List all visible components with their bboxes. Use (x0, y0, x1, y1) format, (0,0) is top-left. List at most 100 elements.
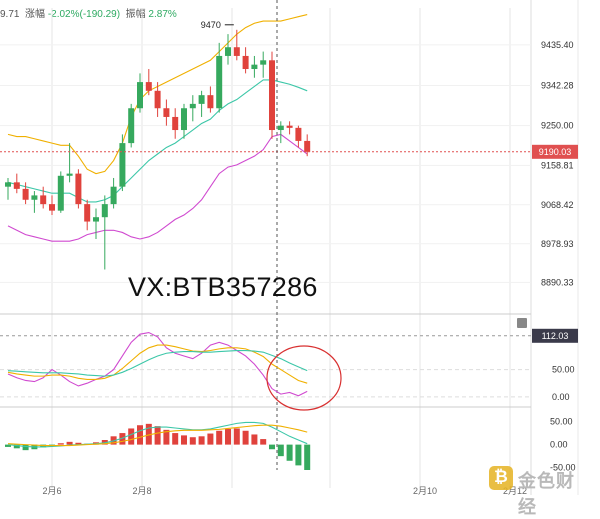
macd-histogram-bar (304, 444, 311, 470)
candle-body (66, 173, 73, 176)
candle-body (57, 175, 64, 211)
price-fragment: 9.71 (0, 9, 20, 20)
amplitude-value: 2.87% (148, 9, 177, 20)
candle-body (181, 108, 187, 131)
macd-histogram-bar (233, 428, 240, 445)
macd-histogram-bar (75, 442, 82, 445)
panel-collapse-button (517, 318, 527, 328)
macd-signal-line (7, 421, 308, 448)
oscillator-value-tag-label: 112.03 (542, 331, 569, 341)
high-price-annotation: 9470 (201, 20, 221, 30)
macd-tick-label: 0.00 (550, 440, 568, 450)
macd-histogram-bar (5, 444, 11, 447)
macd-histogram-bar (277, 444, 284, 457)
candle-body (154, 90, 161, 109)
macd-histogram-bar (128, 428, 135, 445)
macd-histogram-bar (269, 444, 275, 450)
candle-body (189, 103, 196, 109)
price-tick-label: 9435.40 (541, 40, 574, 50)
oscillator-tick-label: 0.00 (552, 392, 570, 402)
macd-tick-label: 50.00 (550, 417, 573, 427)
highlight-circle (266, 345, 342, 411)
price-tick-label: 9158.81 (541, 160, 574, 170)
macd-histogram-bar (286, 444, 293, 461)
macd-histogram-bar (260, 439, 267, 445)
macd-histogram-bar (154, 426, 161, 445)
macd-histogram-bar (13, 444, 20, 449)
macd-tick-label: -50.00 (550, 463, 576, 473)
candle-body (295, 127, 302, 141)
price-axis-strip (531, 0, 600, 495)
x-axis-label: 2月12 (503, 486, 527, 495)
candle-body (40, 195, 47, 205)
candle-body (145, 82, 152, 91)
candle-body (260, 60, 267, 65)
candle-body (101, 204, 108, 218)
candle-body (216, 55, 223, 109)
bollinger-lower-line (7, 133, 308, 242)
macd-histogram-bar (225, 428, 231, 445)
price-tick-label: 9068.42 (541, 200, 574, 210)
brand-logo-text: 金色财经 (518, 471, 575, 518)
candle-body (128, 108, 135, 144)
candle-body (225, 47, 231, 56)
price-tick-label: 8978.93 (541, 239, 574, 249)
candle-body (22, 188, 29, 200)
candle-body (110, 186, 117, 205)
bitcoin-logo-icon (489, 466, 513, 490)
amplitude-label: 振幅 (125, 9, 146, 20)
price-tick-label: 9250.00 (541, 121, 574, 131)
change-value: -2.02%(-190.29) (47, 9, 121, 20)
candle-body (304, 140, 311, 152)
macd-histogram-bar (57, 443, 64, 445)
candle-body (75, 173, 82, 205)
macd-histogram-bar (251, 434, 258, 445)
x-axis-label: 2月8 (132, 486, 151, 495)
candle-body (119, 143, 126, 187)
candle-body (277, 125, 284, 131)
chart-canvas[interactable]: 9435.40 9342.28 9250.00 9158.81 9068.42 8978.… (0, 0, 600, 495)
oscillator-series-line (7, 331, 308, 397)
candle-body (207, 95, 214, 109)
macd-histogram-bar (295, 444, 302, 466)
macd-histogram-bar (207, 433, 214, 445)
current-price-tag-label: 9190.03 (539, 147, 572, 157)
x-axis-label: 2月6 (42, 486, 61, 495)
oscillator-tick-label: 50.00 (552, 365, 575, 375)
candle-body (242, 55, 249, 70)
current-price-tag (532, 144, 578, 159)
candle-body (49, 204, 55, 211)
candle-body (251, 64, 258, 70)
price-tick-label: 9342.28 (541, 80, 574, 90)
macd-histogram-bar (119, 433, 126, 445)
macd-histogram-bar (216, 430, 223, 445)
macd-histogram-bar (145, 423, 152, 445)
candle-body (286, 125, 293, 128)
candle-body (93, 217, 99, 222)
ticker-header: 9.71 涨幅 -2.02%(-190.29) 振幅 2.87% (0, 5, 177, 20)
macd-histogram-bar (137, 425, 143, 445)
oscillator-series-line (7, 344, 308, 384)
macd-histogram-bar (242, 430, 249, 445)
candle-body (172, 116, 179, 131)
candle-body (198, 95, 205, 104)
macd-histogram-bar (66, 441, 73, 445)
macd-histogram-bar (172, 433, 179, 445)
brand-logo: 金色财经 (489, 466, 593, 518)
macd-histogram-bar (189, 437, 196, 445)
candle-body (13, 182, 20, 189)
candle-body (84, 204, 91, 222)
candle-body (163, 108, 170, 117)
macd-histogram-bar (198, 436, 205, 445)
candle-body (31, 195, 38, 200)
x-axis-label: 2月10 (413, 486, 437, 495)
candle-body (137, 82, 143, 109)
candle-body (269, 60, 275, 131)
macd-signal-line (7, 424, 308, 447)
oscillator-value-tag (532, 328, 578, 343)
candle-body (233, 47, 240, 56)
watermark-text: VX:BTB357286 (128, 272, 318, 302)
price-tick-label: 8890.33 (541, 277, 574, 287)
change-label: 涨幅 (25, 9, 46, 20)
oscillator-series-line (7, 349, 308, 377)
